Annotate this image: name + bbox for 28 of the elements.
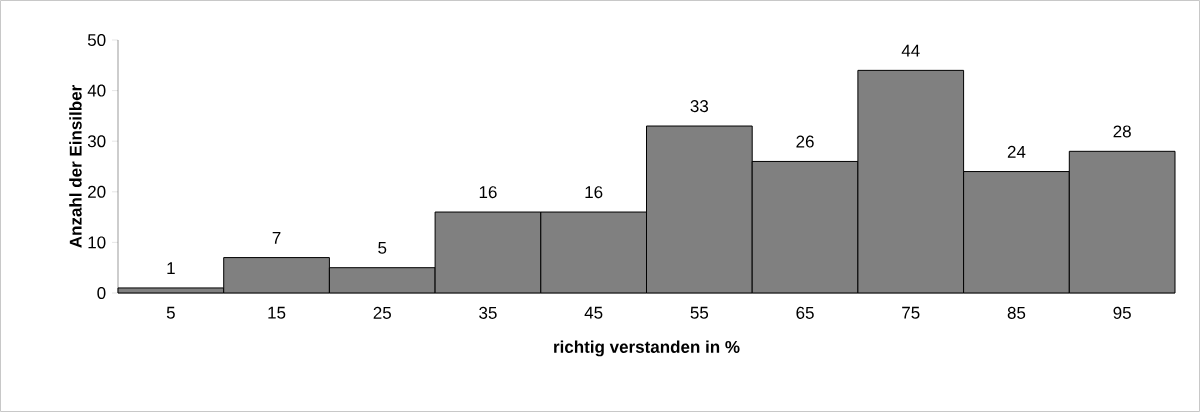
data-label: 26 bbox=[796, 135, 814, 148]
data-label: 16 bbox=[585, 186, 603, 199]
y-tick-label: 0 bbox=[97, 286, 106, 300]
data-label: 5 bbox=[378, 241, 387, 254]
x-tick-label: 5 bbox=[166, 306, 175, 319]
x-tick-label: 95 bbox=[1113, 306, 1131, 319]
data-label: 33 bbox=[690, 100, 709, 113]
x-tick-label: 65 bbox=[796, 306, 814, 319]
y-tick-label: 40 bbox=[87, 84, 106, 97]
data-label: 1 bbox=[167, 262, 175, 275]
data-label: 28 bbox=[1113, 125, 1131, 138]
y-tick-label: 10 bbox=[88, 236, 106, 249]
data-label: 7 bbox=[272, 232, 281, 244]
data-label: 24 bbox=[1007, 145, 1026, 158]
x-tick-label: 55 bbox=[690, 306, 709, 319]
y-tick-label: 20 bbox=[88, 185, 106, 198]
x-tick-label: 15 bbox=[268, 306, 286, 319]
x-axis-title: richtig verstanden in % bbox=[554, 340, 740, 357]
y-tick-label: 30 bbox=[87, 135, 106, 148]
data-label: 16 bbox=[479, 186, 497, 199]
x-tick-label: 85 bbox=[1007, 306, 1026, 319]
x-tick-label: 75 bbox=[902, 306, 920, 319]
y-axis-title: Anzahl der Einsilber bbox=[69, 85, 82, 248]
x-tick-label: 35 bbox=[479, 306, 497, 319]
data-label: 44 bbox=[901, 44, 920, 57]
x-tick-label: 25 bbox=[373, 306, 391, 319]
y-tick-label: 50 bbox=[87, 33, 106, 47]
x-tick-label: 45 bbox=[584, 306, 603, 319]
